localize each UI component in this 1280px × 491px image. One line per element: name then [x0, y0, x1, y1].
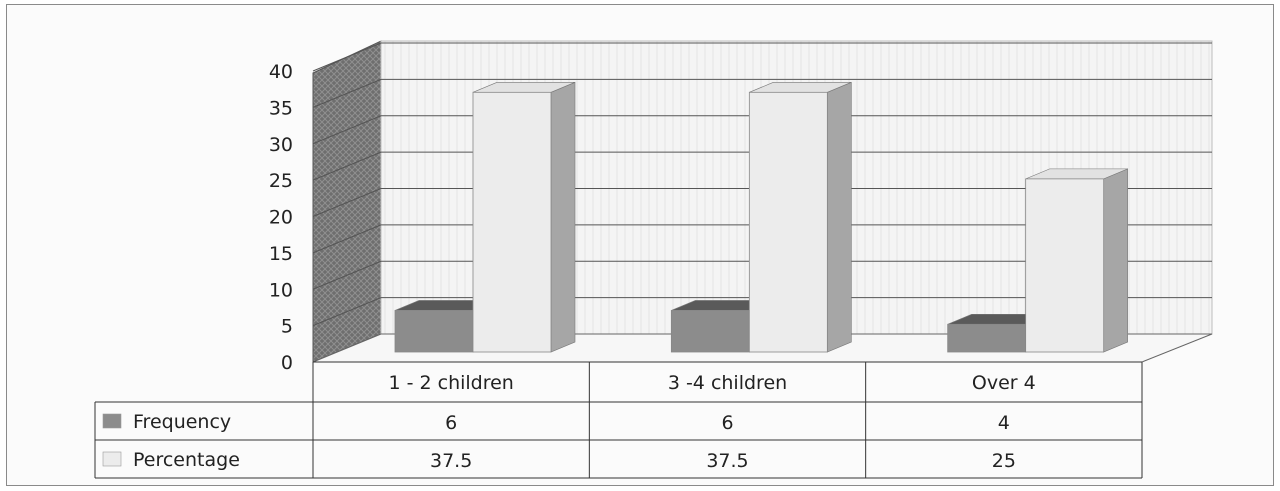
y-tick-label: 20 — [269, 207, 293, 229]
side-wall — [312, 40, 382, 363]
bar-frequency — [670, 310, 750, 353]
gridline-side — [312, 115, 382, 145]
bar-percentage — [1025, 178, 1105, 353]
y-tick-label: 25 — [269, 170, 293, 192]
legend-key-frequency — [102, 413, 122, 429]
bar-frequency — [947, 323, 1027, 353]
gridline-side — [312, 78, 382, 108]
bars — [394, 81, 1128, 353]
x-category-label: Over 4 — [972, 372, 1036, 394]
bar-side-percentage — [827, 81, 852, 353]
legend-label: Frequency — [133, 411, 231, 433]
bar-chart-3d: 0 5 10 15 20 25 30 35 40 1 - 2 children 3 -4 chil… — [94, 40, 1213, 479]
data-table-value: 4 — [998, 412, 1010, 434]
bar-frequency — [394, 310, 474, 353]
data-table-value: 25 — [992, 450, 1016, 472]
y-tick-label: 15 — [269, 243, 293, 265]
bar-side-percentage — [1103, 168, 1128, 353]
y-tick-label: 10 — [269, 279, 293, 301]
bar-percentage — [472, 91, 552, 353]
gridline-side — [312, 42, 382, 72]
y-tick-label: 30 — [269, 134, 293, 156]
x-category-label: 1 - 2 children — [388, 372, 513, 394]
data-table-value: 6 — [445, 412, 457, 434]
legend-label: Percentage — [133, 449, 240, 471]
data-table-value: 6 — [721, 412, 733, 434]
data-table: 1 - 2 children 3 -4 children Over 4 Frequen… — [94, 361, 1143, 479]
gridline-side — [312, 224, 382, 254]
gridline-side — [312, 297, 382, 327]
bar-side-percentage — [550, 81, 576, 353]
y-tick-label: 40 — [269, 61, 293, 83]
bar-percentage — [748, 91, 828, 353]
data-table-value: 37.5 — [706, 450, 748, 472]
y-tick-label: 35 — [269, 97, 293, 119]
gridline-side — [312, 260, 382, 290]
gridline-side — [312, 188, 382, 217]
legend-key-percentage — [102, 451, 122, 467]
chart-frame: 0 5 10 15 20 25 30 35 40 1 - 2 children 3 -4 chil… — [6, 4, 1274, 486]
y-tick-label: 5 — [281, 316, 293, 338]
y-tick-label: 0 — [281, 352, 293, 374]
x-category-label: 3 -4 children — [668, 372, 787, 394]
gridline-side — [312, 151, 382, 181]
data-table-value: 37.5 — [430, 450, 472, 472]
